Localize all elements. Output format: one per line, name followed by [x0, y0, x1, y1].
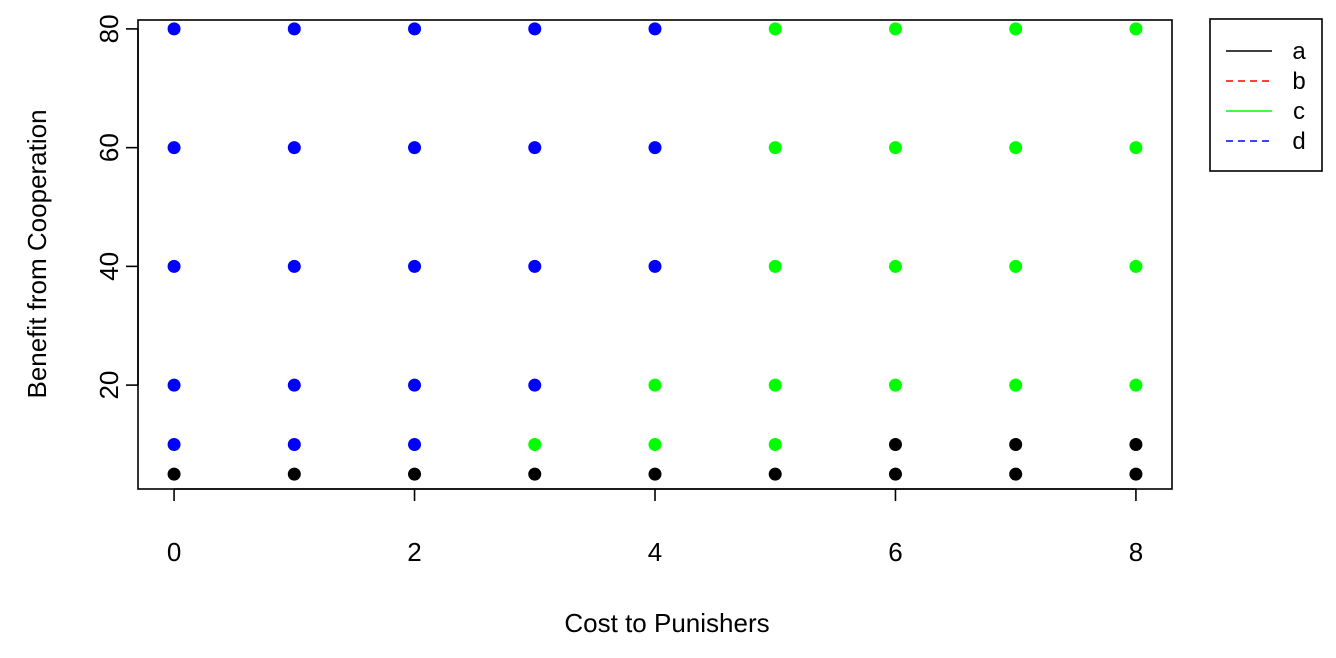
x-axis: 0 2 4 6 8	[167, 488, 1143, 567]
plot-area-frame	[137, 19, 1173, 490]
point-c	[1129, 378, 1143, 392]
x-tick-label: 4	[648, 537, 662, 567]
point-d	[408, 378, 422, 392]
point-d	[167, 437, 181, 451]
point-d	[167, 141, 181, 155]
point-a	[888, 437, 902, 451]
y-tick-label: 40	[94, 252, 124, 281]
point-a	[528, 467, 542, 481]
y-axis-label: Benefit from Cooperation	[22, 109, 52, 398]
point-d	[648, 141, 662, 155]
point-c	[1009, 378, 1023, 392]
legend-label-c: c	[1293, 98, 1305, 125]
point-c	[648, 437, 662, 451]
point-d	[408, 141, 422, 155]
point-c	[768, 22, 782, 36]
point-d	[287, 141, 301, 155]
point-c	[1129, 141, 1143, 155]
point-c	[768, 259, 782, 273]
point-a	[648, 467, 662, 481]
point-c	[528, 437, 542, 451]
point-d	[528, 378, 542, 392]
x-tick-label: 0	[167, 537, 181, 567]
point-d	[287, 259, 301, 273]
point-d	[528, 22, 542, 36]
x-tick-label: 2	[407, 537, 421, 567]
point-c	[888, 141, 902, 155]
point-d	[287, 378, 301, 392]
point-d	[648, 259, 662, 273]
point-a	[768, 467, 782, 481]
x-tick-label: 8	[1129, 537, 1143, 567]
point-c	[768, 437, 782, 451]
point-a	[1009, 467, 1023, 481]
point-c	[768, 141, 782, 155]
legend-label-b: b	[1292, 68, 1305, 95]
y-tick-label: 80	[94, 14, 124, 43]
point-d	[408, 259, 422, 273]
x-tick-label: 6	[888, 537, 902, 567]
point-d	[408, 437, 422, 451]
point-d	[528, 259, 542, 273]
y-axis: 20 40 60 80	[94, 14, 139, 400]
point-d	[287, 22, 301, 36]
point-d	[287, 437, 301, 451]
x-axis-label: Cost to Punishers	[564, 608, 769, 638]
data-points	[167, 22, 1143, 481]
point-c	[888, 22, 902, 36]
point-c	[1009, 141, 1023, 155]
point-c	[888, 378, 902, 392]
point-d	[528, 141, 542, 155]
point-a	[1129, 437, 1143, 451]
point-c	[648, 378, 662, 392]
legend-label-d: d	[1292, 128, 1305, 155]
point-d	[408, 22, 422, 36]
point-a	[1009, 437, 1023, 451]
point-a	[167, 467, 181, 481]
y-tick-label: 60	[94, 133, 124, 162]
point-d	[648, 22, 662, 36]
point-c	[1129, 259, 1143, 273]
point-c	[1009, 22, 1023, 36]
point-d	[167, 378, 181, 392]
point-c	[888, 259, 902, 273]
point-c	[1009, 259, 1023, 273]
point-a	[1129, 467, 1143, 481]
point-c	[1129, 22, 1143, 36]
point-c	[768, 378, 782, 392]
point-d	[167, 22, 181, 36]
point-a	[888, 467, 902, 481]
legend-label-a: a	[1292, 38, 1306, 65]
point-a	[287, 467, 301, 481]
legend-box	[1209, 18, 1323, 172]
y-tick-label: 20	[94, 371, 124, 400]
point-d	[167, 259, 181, 273]
point-a	[408, 467, 422, 481]
